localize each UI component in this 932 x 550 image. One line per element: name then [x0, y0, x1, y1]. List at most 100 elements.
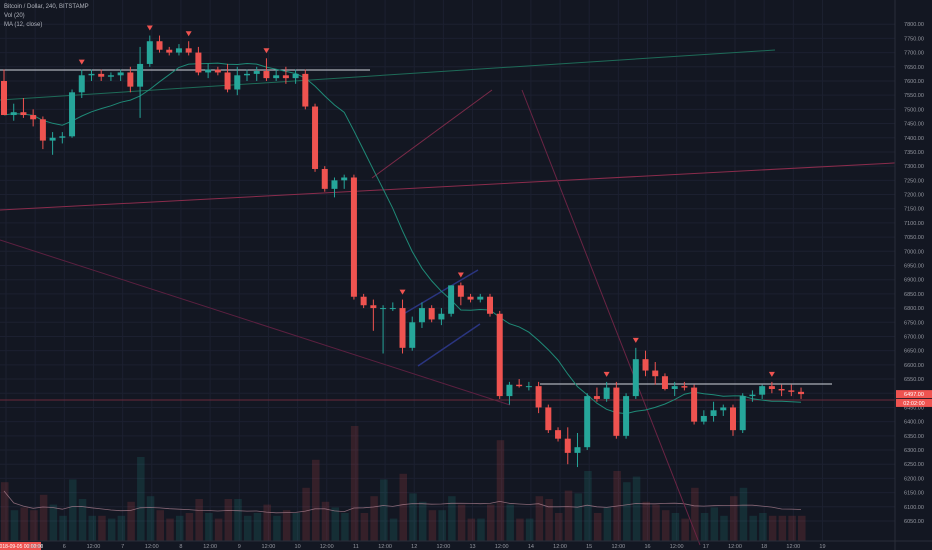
volume-bar	[156, 510, 165, 541]
candle	[749, 390, 756, 402]
candle-body	[564, 438, 571, 453]
price-axis[interactable]: 7800.00 7750.00 7700.00 7650.00 7600.00 7550.…	[894, 0, 932, 550]
time-tick-label: 12:00	[28, 544, 42, 550]
current-time-label: 2018-09-05 00:00:00	[0, 544, 43, 550]
fractal-down-marker	[146, 25, 153, 31]
volume-bar	[244, 515, 252, 541]
candle-body	[418, 308, 425, 323]
candle-body	[710, 410, 717, 416]
candle	[681, 381, 688, 391]
price-tick-label: 7200.00	[904, 193, 924, 199]
price-tick-label: 6350.00	[904, 434, 924, 440]
volume-bar	[399, 473, 408, 541]
candle	[331, 177, 338, 198]
time-tick-label: 12:00	[320, 544, 334, 550]
volume-bar	[360, 513, 369, 541]
price-tick-label: 7000.00	[904, 249, 924, 255]
candle	[234, 66, 241, 96]
time-tick-label: 19	[819, 544, 825, 550]
candle	[623, 393, 630, 439]
candle	[467, 293, 474, 303]
time-tick-label: 12:00	[87, 544, 101, 550]
price-tick-label: 6600.00	[904, 363, 924, 369]
volume-bar	[730, 496, 738, 541]
candle-body	[642, 359, 649, 371]
time-tick-label: 7	[121, 544, 124, 550]
price-tick-label: 7050.00	[904, 235, 924, 241]
candle	[117, 69, 124, 81]
candle	[214, 66, 221, 76]
candle-body	[759, 386, 766, 395]
candle-body	[720, 407, 727, 411]
candle-body	[409, 322, 416, 348]
candle	[555, 427, 562, 442]
price-tick-label: 6650.00	[904, 349, 924, 355]
price-tick-label: 6200.00	[904, 476, 924, 482]
trend-line	[371, 89, 493, 179]
candle-body	[516, 384, 523, 387]
candle	[156, 35, 163, 53]
candle-body	[477, 296, 484, 300]
time-tick-label: 12:00	[203, 544, 217, 550]
time-tick-label: 15	[586, 544, 592, 550]
candle	[700, 410, 707, 425]
volume-bar	[632, 476, 641, 541]
volume-bars	[1, 426, 806, 541]
candle	[166, 46, 173, 56]
candle	[613, 381, 620, 439]
candle	[487, 293, 493, 317]
candle-body	[768, 386, 775, 389]
candle	[127, 66, 134, 93]
volume-bar	[88, 515, 96, 541]
candle	[312, 103, 319, 172]
price-label: 6497.00	[904, 392, 924, 398]
volume-bar	[768, 515, 777, 541]
time-tick-label: 12:00	[437, 544, 451, 550]
candle	[798, 387, 805, 399]
candle	[691, 384, 698, 425]
candle-body	[59, 136, 66, 138]
time-tick-label: 10	[295, 544, 301, 550]
fractal-down-marker	[263, 48, 270, 54]
current-time-label-bg	[0, 542, 41, 550]
candle	[516, 379, 523, 388]
price-tick-label: 7700.00	[904, 51, 924, 57]
volume-bar	[584, 471, 592, 541]
volume-bar	[205, 513, 213, 541]
candle-body	[175, 48, 182, 53]
time-tick-label: 12:00	[728, 544, 742, 550]
candle-body	[506, 384, 513, 397]
candle	[263, 58, 270, 81]
candle	[292, 69, 299, 84]
price-tick-label: 7600.00	[904, 79, 924, 85]
time-tick-label: 12:00	[611, 544, 625, 550]
candle-body	[730, 407, 736, 431]
volume-bar	[467, 518, 476, 541]
candle-body	[350, 177, 357, 297]
time-tick-label: 12:00	[670, 544, 684, 550]
volume-bar	[78, 499, 87, 541]
price-tick-label: 7100.00	[904, 221, 924, 227]
price-tick-label: 6800.00	[904, 306, 924, 312]
volume-bar	[137, 457, 145, 541]
volume-bar	[652, 504, 660, 541]
price-tick-label: 6550.00	[904, 377, 924, 383]
candle	[409, 316, 416, 351]
candle-body	[331, 180, 338, 189]
candle-body	[253, 71, 260, 74]
price-label-bg	[896, 390, 932, 399]
volume-bar	[798, 515, 806, 541]
candle-body	[234, 75, 241, 90]
volume-bar	[117, 515, 126, 541]
candle-body	[457, 285, 464, 297]
candle-body	[78, 75, 85, 93]
candle-body	[263, 71, 270, 79]
volume-bar	[691, 487, 699, 541]
fractal-down-marker	[78, 59, 85, 65]
price-tick-label: 6850.00	[904, 292, 924, 298]
price-label: 02:02:00	[903, 401, 924, 407]
candle-body	[30, 115, 37, 120]
candle-body	[20, 112, 27, 116]
